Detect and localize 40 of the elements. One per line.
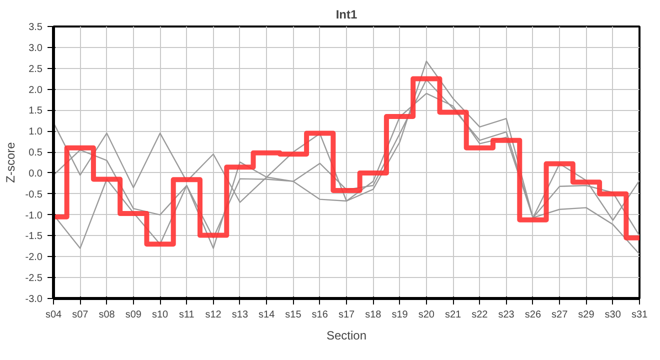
y-tick-label: 1.0 xyxy=(28,126,43,138)
y-tick-label: 0.0 xyxy=(28,168,43,180)
y-tick-label: -2.0 xyxy=(25,252,43,264)
y-tick-label: 3.0 xyxy=(28,42,43,54)
y-tick-label: 2.5 xyxy=(28,64,43,75)
x-tick-label: s07 xyxy=(72,310,89,320)
y-tick-label: 0.5 xyxy=(28,148,43,159)
x-tick-label: s31 xyxy=(631,310,648,320)
x-tick-label: s15 xyxy=(285,310,302,320)
y-axis-title: Z-score xyxy=(3,142,18,183)
x-tick-label: s29 xyxy=(578,310,595,320)
x-tick-label: s10 xyxy=(152,310,169,320)
y-tick-label: -3.0 xyxy=(25,294,43,305)
x-tick-label: s12 xyxy=(205,310,222,320)
x-tick-label: s22 xyxy=(472,310,488,320)
x-tick-label: s11 xyxy=(178,310,195,320)
x-tick-label: s19 xyxy=(392,310,408,320)
y-tick-label: 3.5 xyxy=(28,22,43,33)
y-tick-label: 1.5 xyxy=(28,106,43,117)
x-tick-label: s23 xyxy=(498,310,515,320)
x-tick-label: s08 xyxy=(98,310,116,320)
y-tick-label: -2.5 xyxy=(25,273,43,284)
x-tick-label: s16 xyxy=(312,310,328,320)
x-tick-label: s20 xyxy=(418,310,435,320)
x-tick-label: s27 xyxy=(552,310,568,320)
x-axis-title: Section xyxy=(326,328,367,342)
x-tick-label: s14 xyxy=(258,310,276,320)
y-tick-label: -1.5 xyxy=(25,231,43,242)
chart-title: Int1 xyxy=(336,8,358,22)
x-tick-label: s21 xyxy=(444,310,462,320)
y-tick-label: -0.5 xyxy=(25,189,43,200)
y-tick-label: -1.0 xyxy=(25,210,43,222)
x-tick-label: s30 xyxy=(604,310,622,320)
x-tick-label: s13 xyxy=(232,310,248,320)
x-tick-label: s04 xyxy=(45,310,62,320)
x-tick-label: s18 xyxy=(365,310,382,320)
x-tick-label: s17 xyxy=(338,310,355,320)
x-tick-label: s26 xyxy=(524,310,542,320)
y-tick-label: 2.0 xyxy=(28,84,43,96)
x-tick-label: s09 xyxy=(125,310,142,320)
